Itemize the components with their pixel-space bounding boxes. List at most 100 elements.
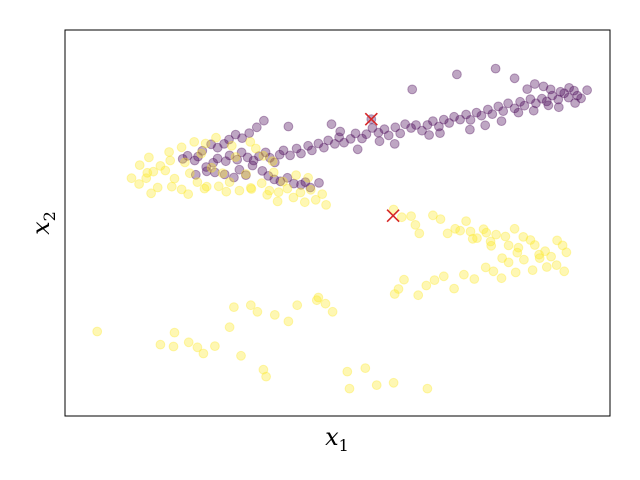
yellow-cluster-point [134, 179, 145, 189]
yellow-cluster-point [551, 260, 562, 271]
purple-cluster-point [350, 128, 361, 139]
centroid-markers [364, 112, 400, 223]
yellow-cluster-point [406, 211, 417, 222]
yellow-cluster-point [442, 228, 453, 239]
yellow-cluster-point [421, 280, 432, 291]
yellow-cluster-point [168, 341, 179, 352]
yellow-cluster-point [234, 185, 245, 196]
yellow-cluster-point [486, 240, 497, 251]
yellow-cluster-point [467, 233, 478, 244]
yellow-cluster-point [313, 292, 324, 303]
yellow-cluster-point [282, 183, 293, 194]
yellow-cluster-point [435, 214, 446, 225]
yellow-cluster-point [146, 188, 157, 199]
purple-cluster-point [529, 79, 540, 89]
purple-cluster-point [435, 128, 445, 139]
yellow-cluster-point [299, 197, 310, 208]
purple-cluster-point [576, 93, 586, 104]
purple-cluster-point [212, 153, 223, 164]
purple-cluster-point [206, 139, 217, 150]
purple-cluster-point [283, 121, 294, 132]
purple-cluster-point [519, 100, 530, 111]
purple-cluster-point [242, 152, 253, 163]
yellow-cluster-point [180, 157, 190, 168]
yellow-cluster-point [414, 228, 425, 239]
yellow-cluster-point [303, 172, 314, 183]
yellow-cluster-point [269, 310, 280, 320]
purple-cluster-point [220, 156, 231, 167]
purple-cluster-point [236, 147, 247, 158]
yellow-cluster-point [245, 137, 256, 147]
yellow-cluster-point [176, 184, 187, 195]
purple-cluster-point [389, 139, 400, 149]
purple-cluster-point [373, 127, 384, 138]
x-axis-label-main: x [325, 423, 339, 451]
yellow-cluster-point [496, 273, 507, 284]
yellow-cluster-point [534, 249, 544, 260]
purple-cluster-point [190, 169, 201, 180]
purple-cluster-point [563, 92, 574, 103]
purple-cluster-point [390, 122, 401, 133]
y-axis-label-main: x [27, 221, 55, 235]
purple-cluster-point [244, 128, 255, 139]
purple-cluster-point [251, 122, 262, 133]
yellow-cluster-point [559, 266, 570, 277]
purple-cluster-point [263, 171, 274, 181]
purple-cluster-point [282, 172, 293, 183]
purple-cluster-point [291, 143, 302, 154]
purple-cluster-point [329, 139, 340, 149]
purple-cluster-point [422, 120, 433, 130]
yellow-cluster-point [422, 383, 433, 394]
yellow-cluster-point [461, 216, 472, 227]
purple-cluster-point [259, 115, 269, 126]
purple-cluster-point [569, 85, 579, 96]
purple-cluster-point [493, 101, 504, 112]
purple-cluster-point [224, 150, 235, 161]
purple-cluster-point [189, 155, 200, 166]
yellow-cluster-point [229, 302, 239, 313]
purple-cluster-point [553, 102, 564, 113]
yellow-cluster-point [141, 173, 152, 184]
yellow-cluster-point [258, 364, 269, 375]
yellow-cluster-point [541, 262, 552, 272]
yellow-cluster-point [196, 148, 207, 159]
yellow-cluster-point [321, 200, 332, 210]
purple-cluster-point [471, 107, 482, 118]
purple-cluster-point [537, 93, 547, 104]
yellow-cluster-point [527, 265, 538, 276]
yellow-cluster-point [529, 240, 540, 250]
purple-cluster-point [313, 138, 324, 149]
purple-cluster-point [326, 119, 337, 130]
purple-cluster-point [274, 149, 285, 160]
purple-cluster-point [572, 90, 583, 101]
yellow-cluster-point [92, 326, 103, 337]
yellow-cluster-point [210, 341, 220, 352]
purple-cluster-point [345, 134, 356, 144]
centroid-marker [364, 112, 378, 126]
purple-cluster-point [248, 155, 259, 166]
yellow-cluster-point [224, 177, 235, 188]
purple-cluster-point [269, 157, 280, 168]
yellow-cluster-point [429, 275, 440, 286]
purple-cluster-point [383, 130, 394, 141]
purple-cluster-point [254, 151, 264, 162]
yellow-cluster-point [169, 173, 180, 184]
purple-cluster-point [461, 109, 472, 120]
purple-cluster-point [525, 94, 536, 104]
purple-cluster-point [428, 116, 438, 126]
purple-cluster-point [296, 179, 306, 190]
yellow-cluster-point [344, 383, 355, 394]
yellow-cluster-point [371, 380, 382, 391]
yellow-cluster-point [396, 212, 407, 223]
yellow-cluster-point [155, 339, 166, 350]
purple-cluster-point [559, 88, 570, 99]
purple-cluster-point [528, 105, 539, 116]
purple-cluster-point [334, 132, 345, 143]
purple-cluster-point [545, 84, 556, 95]
yellow-cluster-point [250, 143, 261, 154]
purple-cluster-point [303, 140, 314, 151]
yellow-cluster-point [160, 165, 171, 176]
yellow-cluster-point [438, 271, 449, 282]
yellow-cluster-point [393, 284, 404, 294]
purple-cluster-point [449, 111, 460, 122]
